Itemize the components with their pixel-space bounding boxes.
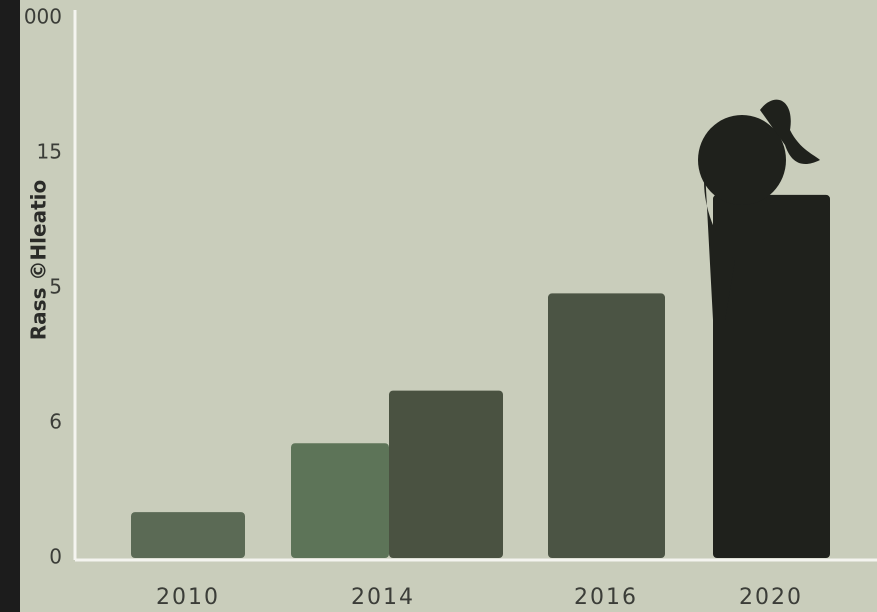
- y-axis-label: Rass ©Hleatio: [27, 180, 51, 340]
- x-tick-label: 2010: [156, 585, 220, 610]
- bar: [291, 443, 389, 558]
- y-tick-label: 15: [37, 140, 62, 164]
- x-tick-label: 2014: [351, 585, 415, 610]
- side-strip: [0, 0, 20, 612]
- y-tick-label: 0: [49, 545, 62, 569]
- y-tick-label: 6: [49, 410, 62, 434]
- bar: [713, 194, 830, 558]
- x-tick-label: 2020: [739, 585, 803, 610]
- y-tick-label: 5: [49, 275, 62, 299]
- bar: [131, 512, 245, 558]
- bar: [389, 390, 503, 558]
- bar: [548, 293, 665, 558]
- y-tick-label: 000: [24, 5, 62, 29]
- x-tick-label: 2016: [574, 585, 638, 610]
- silhouette: [698, 99, 820, 320]
